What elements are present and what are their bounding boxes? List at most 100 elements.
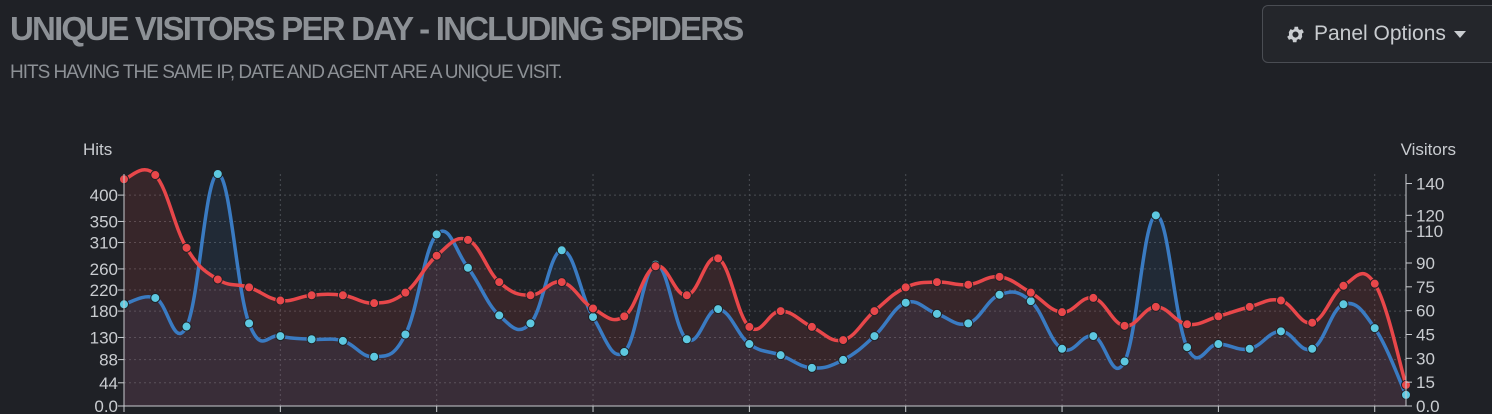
hits-point [1213,311,1224,322]
chart-areas [124,169,1406,406]
left-tick-label: 0.0 [94,397,118,414]
visitors-point [681,334,692,345]
panel-title: UNIQUE VISITORS PER DAY - INCLUDING SPID… [10,10,744,47]
gear-icon [1287,26,1304,42]
hits-point [650,261,661,272]
hits-point [150,170,161,181]
hits-point [494,277,505,288]
left-tick-label: 220 [90,281,118,300]
left-tick-label: 44 [99,374,118,393]
hits-point [806,321,817,332]
hits-point [838,335,849,346]
visitors-point [244,318,255,329]
hits-point [963,279,974,290]
hits-point [431,250,442,261]
visitors-point [1307,343,1318,354]
chart-points [119,169,1411,400]
visitors-point [619,346,630,357]
panel-options-button[interactable]: Panel Options [1262,5,1492,63]
visitors-point [806,362,817,373]
visitors-point [150,292,161,303]
hits-point [1307,317,1318,328]
visitors-point [1182,342,1193,353]
hits-point [1182,319,1193,330]
hits-point [462,234,473,245]
visitors-point [1057,343,1068,354]
hits-point [275,295,286,306]
hits-point [1244,301,1255,312]
hits-point [400,287,411,298]
hits-point [1275,295,1286,306]
left-tick-label: 260 [90,260,118,279]
hits-point [900,282,911,293]
hits-point [713,253,724,264]
visitors-point [1088,331,1099,342]
hits-point [306,290,317,301]
visitors-point [713,304,724,315]
visitors-point [1119,356,1130,367]
hits-point [212,274,223,285]
visitors-point [1244,343,1255,354]
visitors-point [369,351,380,362]
panel-subtitle: HITS HAVING THE SAME IP, DATE AND AGENT … [10,62,563,83]
chart-lines [123,168,1408,396]
visitors-line [123,172,1408,396]
panel-options-label: Panel Options [1314,22,1446,45]
hits-point [869,306,880,317]
left-tick-label: 400 [90,186,118,205]
visitors-point [838,354,849,365]
visitors-point [1369,323,1380,334]
hits-point [1119,320,1130,331]
hits-point [525,290,536,301]
right-tick-label: 60 [1416,302,1435,321]
hits-point [1338,280,1349,291]
visitors-point [212,169,223,179]
visitors-point [494,310,505,321]
right-tick-label: 110 [1416,222,1443,241]
visitors-point [525,318,536,329]
hits-point [619,311,630,322]
visitors-point [556,245,567,256]
visitors-point [1275,326,1286,337]
visitors-point [1025,296,1036,307]
right-tick-label: 15 [1416,373,1435,392]
hits-point [1057,307,1068,318]
visitors-point [181,321,192,332]
visitors-point [400,329,411,340]
visitors-point [462,262,473,273]
hits-point [1088,292,1099,303]
hits-point [337,290,348,301]
left-tick-label: 130 [90,328,118,347]
hits-point [588,303,599,314]
hits-point [369,298,380,309]
hits-point [244,282,255,293]
visitors-point [588,312,599,323]
left-tick-label: 310 [90,234,118,253]
right-tick-label: 140 [1416,175,1444,194]
hits-area [124,169,1406,406]
visitors-point [744,339,755,350]
hits-point [556,277,567,288]
hits-point [1369,278,1380,289]
visitors-point [275,331,286,342]
visitors-point [931,308,942,319]
hits-point [775,306,786,317]
visitors-point [900,297,911,308]
right-tick-label: 90 [1416,254,1435,273]
caret-down-icon [1453,30,1466,38]
hits-point [1150,301,1161,312]
right-tick-label: 75 [1416,278,1435,297]
hits-point [181,242,192,253]
left-tick-label: 88 [99,351,118,370]
visitors-point [1150,210,1161,221]
right-tick-label: 45 [1416,325,1435,344]
visitors-point [869,331,880,342]
left-tick-label: 180 [90,302,118,321]
visitors-point [1213,339,1224,350]
visitors-point [775,350,786,361]
left-tick-label: 350 [90,212,118,231]
visitors-point [963,318,974,329]
right-tick-label: 120 [1416,206,1444,225]
